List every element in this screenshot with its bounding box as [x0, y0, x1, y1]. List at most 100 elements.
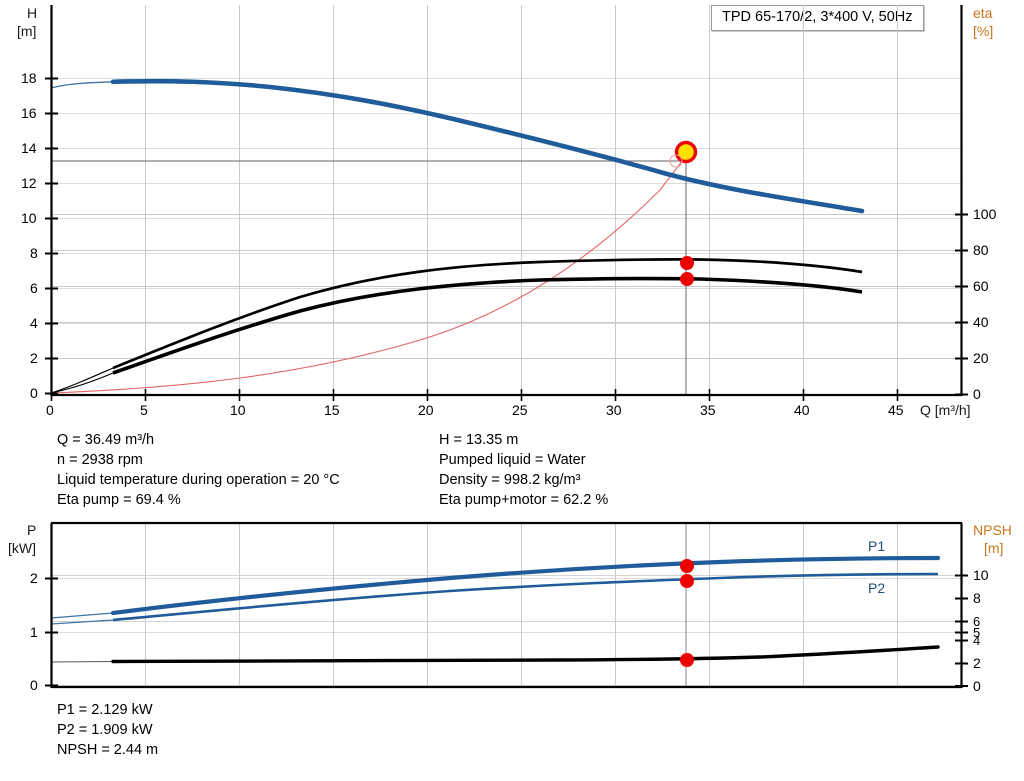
bottom-right-ticks: [955, 574, 968, 687]
eta-axis-symbol: eta: [973, 5, 993, 21]
top-xtick-40: 40: [794, 402, 810, 418]
bottom-ytick-2: 2: [30, 570, 38, 586]
top-y2tick-60: 60: [973, 278, 989, 294]
top-y2tick-100: 100: [973, 206, 997, 222]
pump-model-title-box: TPD 65-170/2, 3*400 V, 50Hz: [711, 5, 924, 31]
top-right-ticks: [955, 213, 968, 396]
top-grid-vertical: [145, 5, 898, 395]
p1-marker: [680, 559, 694, 573]
bottom-right-axis-title: NPSH: [973, 522, 1012, 538]
duty-point-marker: [674, 140, 698, 164]
top-right-axis-title: eta: [973, 5, 992, 21]
npsh-curve-thin: [50, 660, 114, 663]
power-info: P1 = 2.129 kW P2 = 1.909 kW NPSH = 2.44 …: [57, 700, 158, 760]
top-ytick-4: 4: [30, 315, 38, 331]
p1-curve-thin: [50, 612, 114, 619]
bottom-y2tick-5: 5: [973, 625, 981, 640]
top-xtick-30: 30: [606, 402, 622, 418]
npsh-curve: [111, 645, 940, 664]
top-x-axis-title: Q [m³/h]: [920, 402, 971, 418]
bottom-ytick-0: 0: [30, 677, 38, 693]
p-axis-unit: [kW]: [8, 540, 36, 556]
top-ytick-12: 12: [21, 175, 37, 191]
bottom-left-axis-title: P: [27, 522, 36, 538]
duty-info-liquid: Pumped liquid = Water: [439, 452, 586, 468]
duty-info-temp: Liquid temperature during operation = 20…: [57, 472, 340, 488]
npsh-axis-unit: [m]: [984, 540, 1004, 556]
bottom-left-ticks: [45, 577, 58, 687]
bottom-left-axis-unit: [kW]: [8, 540, 36, 556]
top-right-axis-unit: [%]: [973, 23, 993, 39]
duty-tracer-curve: [50, 155, 687, 394]
bottom-grid-horizontal: [51, 578, 962, 633]
power-info-npsh: NPSH = 2.44 m: [57, 742, 159, 758]
eta-axis-unit: [%]: [973, 23, 994, 39]
duty-info-eta: Eta pump = 69.4 %: [57, 492, 181, 508]
duty-info-right: H = 13.35 m Pumped liquid = Water Densit…: [439, 430, 608, 510]
top-xtick-35: 35: [700, 402, 716, 418]
top-left-axis-title: H: [27, 5, 37, 21]
bottom-y2tick-0: 0: [973, 678, 981, 694]
top-ytick-0: 0: [30, 385, 38, 401]
p2-curve-label: P2: [868, 580, 886, 596]
duty-info-q: Q = 36.49 m³/h: [57, 432, 155, 448]
top-axis-frame: [50, 5, 963, 397]
h-axis-symbol: H: [27, 5, 38, 21]
bottom-y2tick-2: 2: [973, 655, 981, 671]
p1-curve-label: P1: [868, 538, 886, 554]
head-curve: [110, 78, 865, 214]
bottom-ytick-1: 1: [30, 624, 38, 640]
top-y2tick-80: 80: [973, 242, 989, 258]
top-left-axis-unit: [m]: [17, 23, 36, 39]
top-ytick-10: 10: [21, 210, 37, 226]
duty-info-density: Density = 998.2 kg/m³: [439, 472, 581, 488]
duty-info-h: H = 13.35 m: [439, 432, 519, 448]
bottom-right-axis-unit: [m]: [984, 540, 1003, 556]
top-xtick-20: 20: [418, 402, 434, 418]
bottom-y2tick-4: 4: [973, 633, 981, 648]
eta-pump-motor-curve: [112, 276, 863, 375]
eta-pump-curve: [112, 258, 863, 370]
top-xtick-5: 5: [140, 402, 148, 418]
power-info-p1: P1 = 2.129 kW: [57, 702, 153, 718]
bottom-y2tick-10: 10: [973, 567, 989, 583]
duty-point-shadow-ring: [669, 154, 683, 168]
eta-pump-motor-marker: [680, 272, 694, 286]
npsh-marker: [680, 653, 694, 667]
p2-marker: [680, 574, 694, 588]
top-y2tick-20: 20: [973, 350, 989, 366]
top-xtick-15: 15: [324, 402, 340, 418]
top-y2tick-0: 0: [973, 386, 981, 402]
top-ytick-2: 2: [30, 350, 38, 366]
p2-curve: [112, 572, 939, 622]
p2-curve-thin: [50, 619, 114, 625]
top-xtick-45: 45: [888, 402, 904, 418]
top-xtick-25: 25: [512, 402, 528, 418]
top-ytick-14: 14: [21, 140, 37, 156]
top-xtick-10: 10: [230, 402, 246, 418]
bottom-y2tick-8: 8: [973, 590, 981, 606]
duty-info-n: n = 2938 rpm: [57, 452, 143, 468]
p1-curve: [110, 555, 941, 616]
head-curve-thin: [50, 81, 114, 89]
top-ytick-6: 6: [30, 280, 38, 296]
eta-pump-marker: [680, 256, 694, 270]
top-left-ticks: [45, 77, 58, 395]
eta-pump-curve-thin: [50, 367, 114, 394]
top-ytick-18: 18: [21, 70, 37, 86]
top-ytick-16: 16: [21, 105, 37, 121]
bottom-grid-npsh: [51, 575, 962, 686]
bottom-axis-frame: [50, 521, 963, 689]
p-axis-symbol: P: [27, 522, 37, 538]
top-xtick-0: 0: [46, 402, 54, 418]
top-ytick-8: 8: [30, 245, 38, 261]
duty-info-left: Q = 36.49 m³/h n = 2938 rpm Liquid tempe…: [57, 430, 340, 510]
top-bottom-ticks: [50, 389, 899, 401]
duty-info-etamotor: Eta pump+motor = 62.2 %: [439, 492, 609, 508]
h-axis-unit: [m]: [17, 23, 37, 39]
power-info-p2: P2 = 1.909 kW: [57, 722, 153, 738]
npsh-axis-symbol: NPSH: [973, 522, 1012, 538]
